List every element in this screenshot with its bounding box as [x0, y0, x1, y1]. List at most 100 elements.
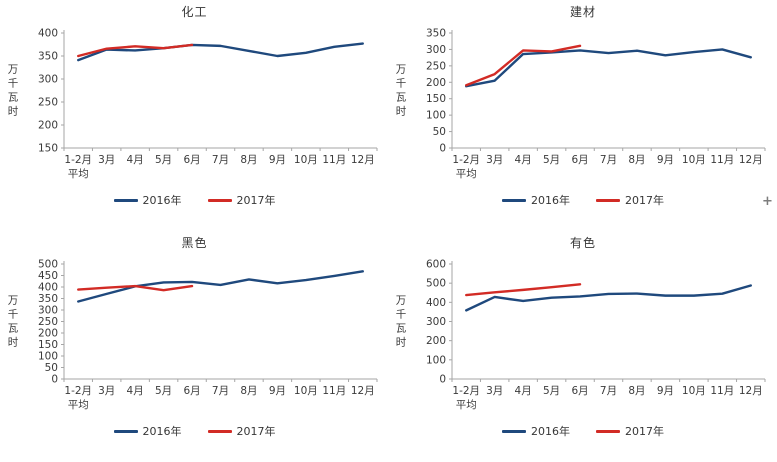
- y-tick-label: 100: [426, 354, 446, 366]
- legend-line-swatch-2017: [207, 429, 232, 433]
- x-tick-label: 9月: [657, 154, 674, 166]
- x-tick-label: 4月: [126, 385, 143, 397]
- chart-chemical[interactable]: 化工 150 200 250 300 350 400 1-2月 平均 3月 4月 5月 6月 7月 8月 9…: [0, 0, 389, 231]
- y-tick-label: 200: [426, 77, 446, 89]
- y-tick-label: 350: [37, 293, 57, 305]
- chart-title: 化工: [181, 5, 208, 19]
- chart-ferrous[interactable]: 黑色 0 50 100 150 200 250 300 350 400 450 500 1-2月 平均 3…: [0, 231, 389, 462]
- y-tick-label: 300: [426, 316, 446, 328]
- x-tick-label: 11月: [710, 385, 734, 397]
- y-tick-label: 200: [426, 335, 446, 347]
- legend-item-2017: 2017年: [207, 423, 276, 439]
- x-tick-label: 10月: [682, 385, 706, 397]
- x-tick-label-line2: 平均: [67, 399, 88, 411]
- x-tick-label-line2: 平均: [456, 399, 477, 411]
- y-tick-label: 250: [426, 60, 446, 72]
- y-tick-label: 300: [37, 74, 57, 86]
- y-axis-title-char: 千: [7, 309, 18, 321]
- x-tick-label: 5月: [543, 154, 560, 166]
- legend-label: 2016年: [531, 425, 570, 438]
- series-line-2017: [465, 44, 582, 87]
- x-tick-label: 5月: [154, 385, 171, 397]
- legend-item-2016: 2016年: [113, 192, 182, 208]
- x-tick-label: 10月: [293, 154, 317, 166]
- x-tick-label: 12月: [350, 385, 374, 397]
- y-tick-label: 250: [37, 97, 57, 109]
- y-axis-title-char: 时: [7, 337, 18, 349]
- legend-line-swatch-2016: [113, 429, 138, 433]
- x-tick-label: 5月: [154, 154, 171, 166]
- chart-legend: 2016年 2017年: [113, 192, 276, 208]
- y-axis-title-char: 时: [396, 106, 407, 118]
- y-tick-label: 300: [426, 44, 446, 56]
- y-tick-label: 450: [37, 270, 57, 282]
- chart-legend: 2016年 2017年: [113, 423, 276, 439]
- y-axis-title-char: 时: [396, 337, 407, 349]
- x-tick-label: 3月: [486, 385, 503, 397]
- x-tick-label: 1-2月: [452, 385, 480, 397]
- x-tick-label: 10月: [293, 385, 317, 397]
- y-tick-label: 500: [37, 259, 57, 271]
- y-tick-label: 400: [37, 282, 57, 294]
- y-tick-label: 250: [37, 316, 57, 328]
- legend-line-swatch-2016: [113, 198, 138, 202]
- y-tick-label: 150: [37, 339, 57, 351]
- y-axis-title-char: 万: [7, 64, 18, 76]
- series-line-2016: [465, 48, 752, 88]
- legend-label: 2016年: [142, 425, 182, 438]
- x-tick-label: 6月: [571, 154, 588, 166]
- chart-title: 建材: [569, 5, 596, 19]
- x-tick-label: 1-2月: [64, 154, 92, 166]
- y-axis-title-char: 瓦: [396, 92, 407, 104]
- y-axis-title-char: 万: [396, 64, 407, 76]
- x-tick-label: 9月: [268, 385, 285, 397]
- legend-label: 2017年: [625, 194, 664, 207]
- x-tick-label: 8月: [628, 154, 645, 166]
- chart-title: 有色: [569, 236, 596, 250]
- x-tick-label: 1-2月: [452, 154, 480, 166]
- x-tick-label: 11月: [710, 154, 734, 166]
- y-axis-title-char: 瓦: [396, 323, 407, 335]
- x-tick-label: 4月: [126, 154, 143, 166]
- chart-nonferrous[interactable]: 有色 0 100 200 300 400 500 600 1-2月 平均 3月 4月 5月 6月 7月 8月…: [389, 231, 777, 462]
- x-tick-label: 8月: [240, 154, 257, 166]
- x-tick-label: 11月: [322, 385, 346, 397]
- legend-item-2016: 2016年: [502, 423, 570, 439]
- y-tick-label: 300: [37, 305, 57, 317]
- chart-legend: 2016年 2017年: [502, 423, 664, 439]
- x-tick-label: 5月: [543, 385, 560, 397]
- y-tick-label: 500: [426, 278, 446, 290]
- legend-label: 2016年: [531, 194, 570, 207]
- y-tick-label: 100: [37, 351, 57, 363]
- x-tick-label: 8月: [628, 385, 645, 397]
- x-tick-label: 10月: [682, 154, 706, 166]
- x-tick-label: 7月: [600, 385, 617, 397]
- x-tick-label-line2: 平均: [67, 168, 88, 180]
- x-tick-label: 7月: [600, 154, 617, 166]
- y-axis-title-char: 时: [7, 106, 18, 118]
- x-tick-label: 7月: [211, 385, 228, 397]
- y-tick-label: 350: [426, 28, 446, 40]
- legend-line-swatch-2017: [207, 198, 232, 202]
- legend-label: 2017年: [236, 194, 276, 207]
- series-line-2016: [76, 270, 364, 303]
- x-tick-label: 6月: [571, 385, 588, 397]
- x-tick-label: 9月: [657, 385, 674, 397]
- legend-item-2016: 2016年: [502, 192, 570, 208]
- legend-item-2016: 2016年: [113, 423, 182, 439]
- x-tick-label: 6月: [183, 385, 200, 397]
- x-tick-label: 8月: [240, 385, 257, 397]
- y-tick-label: 150: [37, 143, 57, 155]
- x-tick-label: 4月: [515, 385, 532, 397]
- y-axis-title-char: 瓦: [7, 323, 18, 335]
- y-axis-title-char: 千: [396, 309, 407, 321]
- series-line-2017: [76, 43, 193, 58]
- x-tick-label: 12月: [350, 154, 374, 166]
- legend-item-2017: 2017年: [596, 192, 664, 208]
- chart-building-materials[interactable]: 建材 0 50 100 150 200 250 300 350 1-2月 平均 3月 4月 5月 6月 7月…: [389, 0, 777, 231]
- series-line-2017: [76, 284, 193, 292]
- legend-label: 2017年: [625, 425, 664, 438]
